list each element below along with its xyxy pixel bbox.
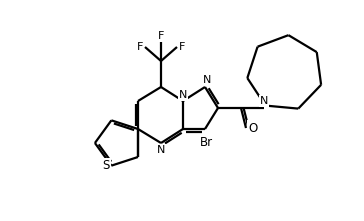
Text: N: N (157, 145, 165, 155)
Text: N: N (203, 75, 211, 85)
Text: Br: Br (199, 135, 213, 149)
Text: O: O (248, 122, 258, 135)
Text: F: F (179, 42, 185, 52)
Text: F: F (137, 42, 143, 52)
Text: S: S (103, 159, 110, 172)
Text: N: N (260, 96, 268, 106)
Text: F: F (158, 31, 164, 41)
Text: N: N (179, 90, 187, 100)
